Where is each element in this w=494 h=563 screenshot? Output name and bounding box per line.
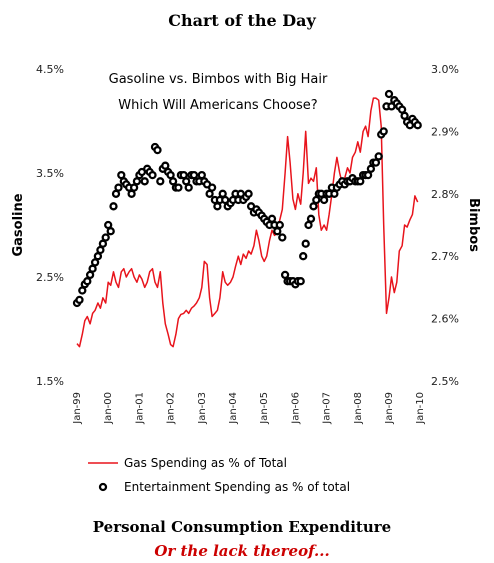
entertainment-point [275,220,284,230]
entertainment-series-markers [72,89,422,308]
x-tick-label: Jan-06 [290,392,301,425]
entertainment-point [98,239,108,248]
entertainment-point [106,227,115,236]
entertainment-point [88,264,97,273]
entertainment-point [184,183,193,192]
entertainment-point [182,177,191,186]
left-axis-title: Gasoline [11,193,26,256]
entertainment-point [371,158,381,167]
x-axis-ticks: Jan-99 Jan-00 Jan-01 Jan-02 Jan-03 Jan-04 Jan-… [72,392,426,425]
entertainment-point [174,183,183,192]
x-tick-label: Jan-02 [166,392,177,425]
right-axis-title: Bimbos [466,198,481,252]
entertainment-point [379,127,388,136]
entertainment-point [363,170,373,180]
entertainment-point [280,270,290,280]
left-tick-label: 1.5% [36,375,64,388]
entertainment-point [374,152,383,161]
chart-title: Chart of the Day [168,11,316,30]
entertainment-point [384,89,394,99]
entertainment-point [213,202,222,211]
entertainment-point [356,177,365,186]
right-tick-label: 2.6% [431,313,459,326]
left-axis-ticks: 1.5% 2.5% 3.5% 4.5% [36,63,64,388]
entertainment-point [129,183,139,192]
annotation-line-1: Gasoline vs. Bimbos with Big Hair [109,72,328,87]
entertainment-point [306,214,316,223]
annotation-line-2: Which Will Americans Choose? [118,98,317,113]
legend: Gas Spending as % of Total Entertainment… [88,456,350,494]
entertainment-point [278,233,287,242]
gas-series-line [76,97,419,348]
entertainment-point [75,295,84,305]
entertainment-point [244,189,253,198]
entertainment-point [153,145,162,155]
entertainment-point [90,258,100,267]
entertainment-point [168,177,178,186]
entertainment-point [96,245,105,255]
entertainment-point [413,121,422,130]
entertainment-point [309,202,318,211]
entertainment-point [207,183,217,192]
right-tick-label: 2.5% [431,375,459,388]
x-tick-label: Jan-04 [228,392,239,425]
footer-subtitle: Or the lack thereof... [154,542,329,560]
entertainment-point [296,277,305,286]
right-tick-label: 2.9% [431,125,459,138]
x-tick-label: Jan-03 [197,392,208,425]
legend-gas-label: Gas Spending as % of Total [124,456,287,470]
x-tick-label: Jan-08 [353,392,364,425]
x-tick-label: Jan-00 [103,392,114,425]
right-axis-ticks: 2.5% 2.6% 2.7% 2.8% 2.9% 3.0% [431,63,459,388]
entertainment-point [109,202,118,211]
left-tick-label: 2.5% [36,271,64,284]
right-tick-label: 2.8% [431,188,459,201]
left-tick-label: 4.5% [36,63,64,76]
entertainment-point [156,177,165,186]
entertainment-point [140,177,149,186]
legend-entertainment-swatch [98,482,108,492]
entertainment-point [161,161,170,170]
footer-title: Personal Consumption Expenditure [93,518,391,536]
x-tick-label: Jan-05 [259,392,270,425]
right-tick-label: 3.0% [431,63,459,76]
plot-area [72,89,422,348]
entertainment-point [148,170,157,180]
x-tick-label: Jan-09 [384,392,395,425]
entertainment-point [114,183,123,192]
entertainment-point [83,277,92,286]
x-tick-label: Jan-99 [72,392,83,425]
x-tick-label: Jan-01 [134,392,145,425]
entertainment-point [101,233,110,242]
x-tick-label: Jan-10 [415,392,426,425]
legend-entertainment-label: Entertainment Spending as % of total [124,480,350,494]
right-tick-label: 2.7% [431,250,459,263]
x-tick-label: Jan-07 [322,392,333,425]
entertainment-point [301,239,310,248]
left-tick-label: 3.5% [36,167,64,180]
entertainment-point [299,252,308,261]
